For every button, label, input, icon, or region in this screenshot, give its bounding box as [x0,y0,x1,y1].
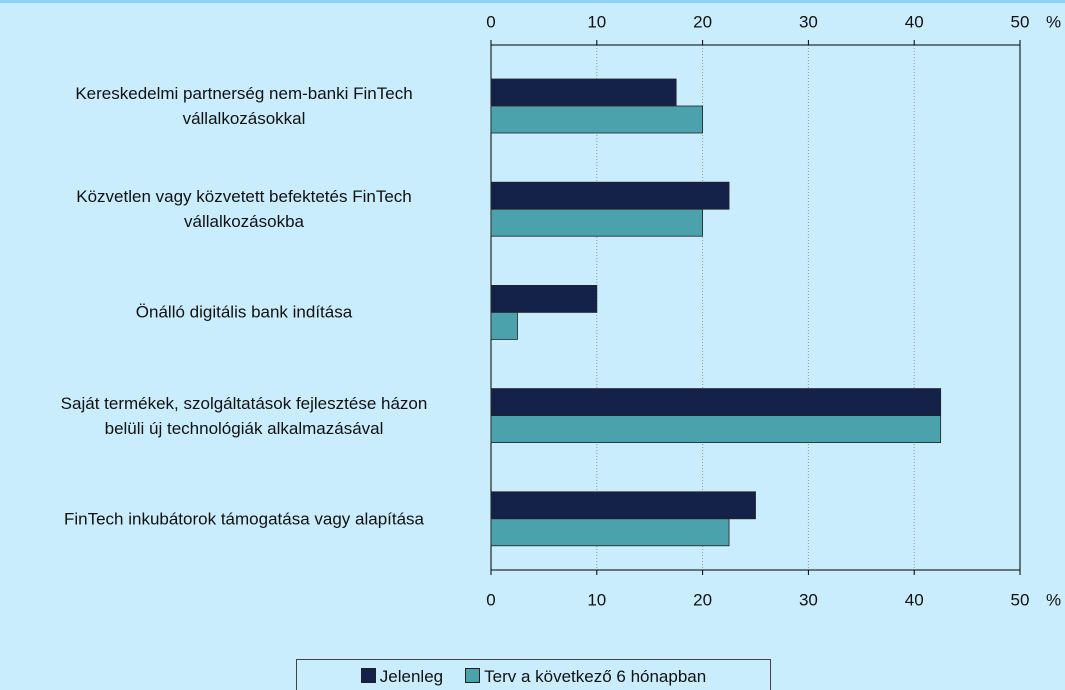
legend-swatch [360,668,376,683]
bar [490,181,730,210]
bar [490,415,942,444]
x-tick-label: 20 [693,590,712,609]
x-tick-label: 40 [905,590,924,609]
x-axis-unit: % [1046,590,1061,609]
category-label: Kereskedelmi partnerség nem-banki FinTec… [75,84,413,128]
legend-item: Jelenleg [360,667,444,690]
x-tick-label: 20 [693,12,712,31]
x-tick-label: 0 [486,590,495,609]
x-tick-label: 10 [587,590,606,609]
x-tick-label: 50 [1011,590,1030,609]
legend-label: Terv a következő 6 hónapban [484,667,707,686]
bar [490,311,518,340]
category-label: Önálló digitális bank indítása [135,302,353,322]
bar [490,78,677,107]
category-label: Saját termékek, szolgáltatások fejleszté… [60,393,428,438]
bar [490,208,704,237]
x-axis-unit: % [1046,12,1061,31]
bar [490,491,756,520]
x-tick-label: 50 [1011,12,1030,31]
bar [490,284,598,313]
x-tick-label: 40 [905,12,924,31]
bar [490,388,942,417]
x-tick-label: 30 [799,12,818,31]
x-tick-label: 30 [799,590,818,609]
legend-item: Terv a következő 6 hónapban [465,667,706,690]
bar [490,105,704,134]
x-tick-label: 10 [587,12,606,31]
x-tick-label: 0 [486,12,495,31]
legend-label: Jelenleg [379,667,444,686]
legend: Jelenleg Terv a következő 6 hónapban [296,659,771,690]
category-label: Közvetlen vagy közvetett befektetés FinT… [76,187,412,232]
category-label: FinTech inkubátorok támogatása vagy alap… [63,509,425,529]
bar [490,518,730,547]
plot: 0 0 10 10 20 20 30 30 40 40 50 50%% [486,12,1061,609]
legend-swatch [465,668,481,683]
